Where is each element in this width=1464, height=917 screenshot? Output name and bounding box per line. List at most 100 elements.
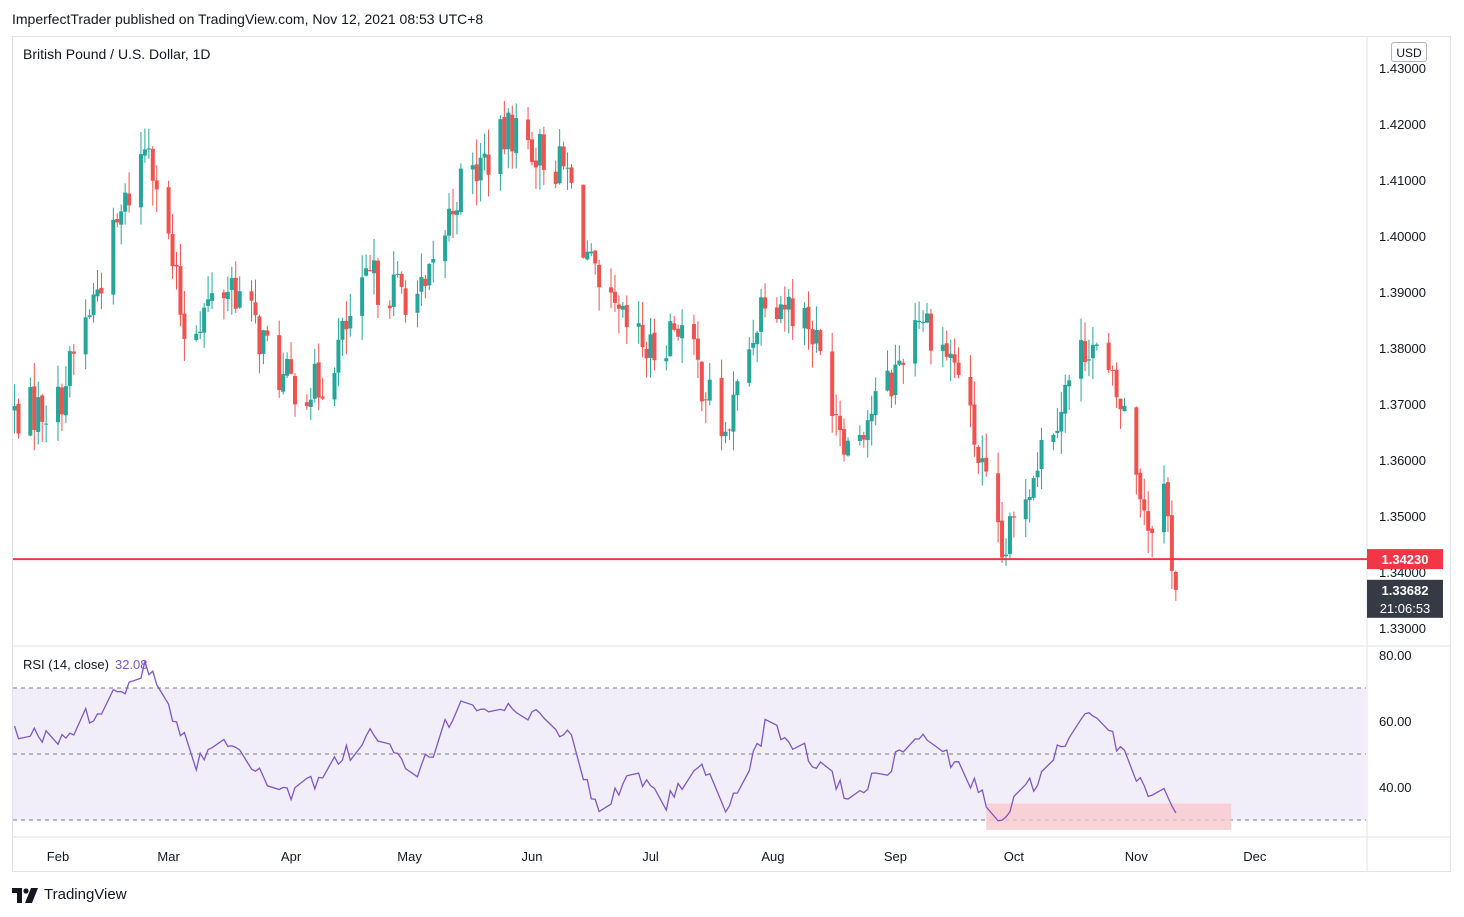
last-price-label: 1.33682	[1382, 583, 1429, 598]
candle-body	[857, 434, 862, 442]
rsi-tick-label: 40.00	[1379, 780, 1412, 795]
candle-body	[889, 372, 894, 397]
candle-body	[289, 359, 294, 374]
candle-body	[846, 440, 850, 456]
last-price-badge	[1367, 579, 1443, 618]
candle-body	[984, 457, 989, 472]
candle-body	[648, 334, 653, 358]
candle-body	[1035, 470, 1040, 478]
candle-body	[735, 381, 740, 396]
candle-body	[419, 276, 424, 292]
candle-body	[59, 387, 64, 415]
candle-body	[375, 260, 380, 305]
candle-body	[972, 404, 977, 445]
candle-body	[944, 343, 949, 357]
currency-button[interactable]: USD	[1391, 42, 1427, 62]
candle-body	[221, 292, 226, 299]
candle-body	[676, 328, 681, 337]
candle-body	[194, 333, 199, 341]
candle-body	[1090, 344, 1095, 359]
price-tick-label: 1.36000	[1379, 453, 1426, 468]
rsi-legend: RSI (14, close) 32.08	[23, 657, 148, 672]
candle-body	[1138, 472, 1143, 500]
candle-body	[861, 435, 866, 440]
candle-body	[873, 391, 878, 416]
candle-body	[1011, 516, 1016, 518]
candle-body	[67, 351, 72, 386]
candle-body	[1114, 369, 1119, 398]
candle-body	[1169, 515, 1174, 571]
rsi-tick-label: 60.00	[1379, 714, 1412, 729]
candle-body	[360, 277, 365, 317]
candle-body	[178, 266, 183, 315]
rsi-line	[13, 659, 1177, 822]
candle-body	[763, 297, 768, 309]
price-tick-label: 1.42000	[1379, 117, 1426, 132]
candle-body	[229, 278, 234, 290]
price-badges: 1.34230 1.33682 21:06:53	[1367, 549, 1443, 618]
candle-body	[790, 298, 795, 327]
candle-body	[561, 146, 566, 167]
candle-body	[174, 264, 179, 267]
candles	[12, 100, 1178, 601]
candle-body	[210, 293, 215, 301]
candle-body	[526, 119, 531, 141]
candle-body	[115, 219, 120, 223]
time-tick-label: Aug	[761, 849, 784, 864]
candle-body	[727, 429, 732, 431]
price-tick-label: 1.39000	[1379, 285, 1426, 300]
candle-body	[928, 313, 933, 351]
candle-body	[541, 134, 546, 170]
candle-body	[1027, 497, 1032, 501]
candle-body	[786, 296, 791, 310]
candle-body	[253, 302, 258, 316]
candle-body	[672, 323, 677, 330]
time-tick-label: Feb	[47, 849, 69, 864]
price-tick-label: 1.38000	[1379, 341, 1426, 356]
candle-body	[304, 402, 309, 407]
candle-body	[443, 235, 448, 262]
candle-body	[668, 321, 673, 357]
candle-body	[1051, 434, 1056, 442]
candle-body	[474, 164, 479, 182]
candle-body	[723, 431, 728, 437]
candle-body	[778, 304, 783, 320]
candle-body	[1000, 520, 1005, 558]
candle-body	[498, 119, 503, 175]
candle-body	[36, 397, 41, 432]
candle-body	[281, 374, 286, 392]
candle-body	[719, 377, 724, 437]
candle-body	[454, 210, 459, 215]
candle-body	[285, 358, 290, 376]
candle-body	[530, 139, 534, 163]
candle-body	[514, 118, 519, 154]
candle-body	[644, 348, 649, 359]
candle-body	[616, 304, 621, 309]
rsi-oversold-highlight	[986, 803, 1232, 830]
candle-body	[1162, 483, 1166, 533]
time-tick-label: Sep	[884, 849, 907, 864]
candle-body	[56, 386, 60, 423]
candle-body	[16, 403, 21, 434]
candle-body	[447, 208, 452, 236]
time-tick-label: Apr	[281, 849, 302, 864]
time-tick-label: May	[397, 849, 422, 864]
candle-body	[44, 423, 49, 425]
candle-body	[774, 307, 779, 320]
candle-body	[1004, 554, 1008, 557]
publisher-caption: ImperfectTrader published on TradingView…	[12, 11, 484, 27]
candle-body	[83, 317, 88, 355]
candle-body	[968, 377, 973, 406]
candle-body	[1063, 384, 1068, 414]
candle-body	[150, 148, 155, 181]
tradingview-logo[interactable]: TradingView	[12, 886, 127, 903]
candle-body	[913, 320, 918, 364]
candle-body	[198, 331, 203, 334]
candle-body	[1039, 440, 1044, 470]
candle-body	[1110, 370, 1115, 372]
candle-body	[948, 353, 953, 359]
candle-body	[451, 210, 455, 215]
candle-body	[1142, 499, 1147, 511]
candle-body	[865, 420, 870, 441]
